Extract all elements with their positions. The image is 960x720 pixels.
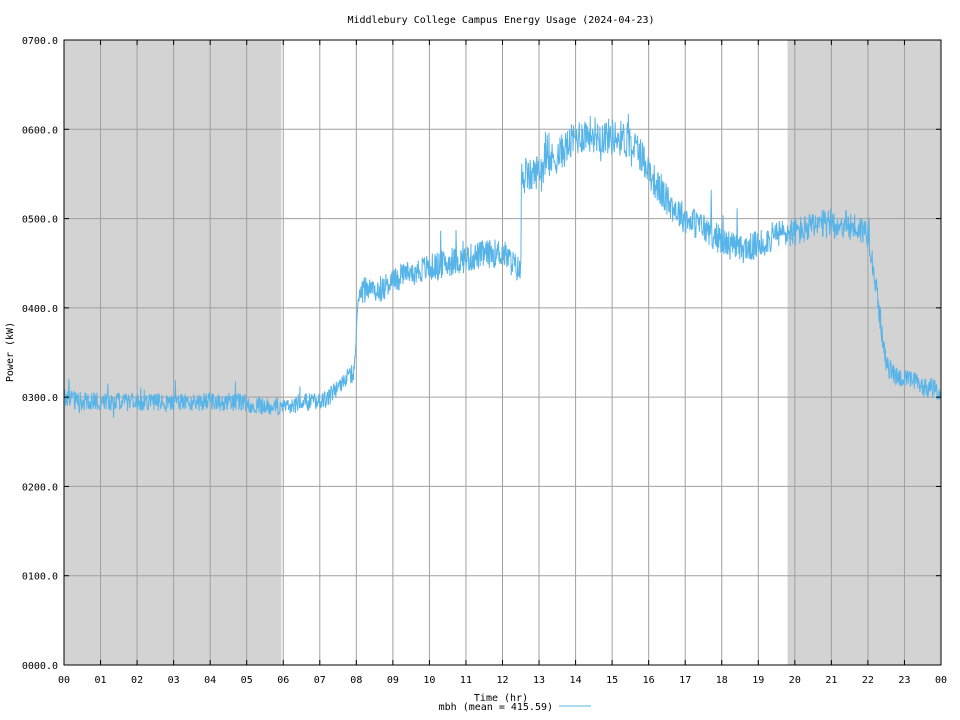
axis-ticks bbox=[63, 39, 942, 666]
x-tick-label: 00 bbox=[935, 675, 947, 686]
x-tick-label: 10 bbox=[423, 675, 435, 686]
x-tick-label: 21 bbox=[825, 675, 837, 686]
x-tick-labels: 00 01 02 03 04 05 06 07 08 09 10 11 12 13 14 15 16 17 18 19… bbox=[58, 675, 947, 686]
y-tick-label: 0500.0 bbox=[22, 215, 58, 226]
x-tick-label: 15 bbox=[606, 675, 618, 686]
x-tick-label: 01 bbox=[95, 675, 107, 686]
x-tick-label: 16 bbox=[643, 675, 655, 686]
x-tick-label: 04 bbox=[204, 675, 216, 686]
y-tick-label: 0200.0 bbox=[22, 482, 58, 493]
x-axis-label: Time (hr) bbox=[474, 693, 528, 704]
x-tick-label: 12 bbox=[496, 675, 508, 686]
x-tick-label: 17 bbox=[679, 675, 691, 686]
x-tick-label: 23 bbox=[898, 675, 910, 686]
x-tick-label: 02 bbox=[131, 675, 143, 686]
x-tick-label: 19 bbox=[752, 675, 764, 686]
x-tick-label: 14 bbox=[570, 675, 582, 686]
y-tick-label: 0300.0 bbox=[22, 393, 58, 404]
x-tick-label: 05 bbox=[241, 675, 253, 686]
grid-lines bbox=[64, 40, 941, 665]
x-tick-label: 22 bbox=[862, 675, 874, 686]
y-tick-label: 0600.0 bbox=[22, 125, 58, 136]
legend-label: mbh (mean = 415.59) bbox=[439, 702, 553, 713]
series-line-mbh bbox=[63, 113, 942, 418]
legend: mbh (mean = 415.59) bbox=[439, 702, 591, 713]
y-tick-label: 0000.0 bbox=[22, 661, 58, 672]
x-tick-label: 00 bbox=[58, 675, 70, 686]
y-tick-label: 0700.0 bbox=[22, 36, 58, 47]
y-tick-label: 0100.0 bbox=[22, 572, 58, 583]
shaded-period-1 bbox=[787, 40, 941, 665]
series-layer bbox=[63, 113, 942, 418]
x-tick-label: 18 bbox=[716, 675, 728, 686]
x-tick-label: 03 bbox=[168, 675, 180, 686]
x-tick-label: 13 bbox=[533, 675, 545, 686]
y-axis-label: Power (kW) bbox=[5, 322, 16, 382]
shaded-period-0 bbox=[64, 40, 282, 665]
x-tick-label: 07 bbox=[314, 675, 326, 686]
x-tick-label: 08 bbox=[350, 675, 362, 686]
y-tick-labels: 0000.0 0100.0 0200.0 0300.0 0400.0 0500.0 0600… bbox=[22, 36, 58, 672]
x-tick-label: 11 bbox=[460, 675, 472, 686]
y-tick-label: 0400.0 bbox=[22, 304, 58, 315]
chart-title: Middlebury College Campus Energy Usage (… bbox=[347, 15, 654, 26]
x-tick-label: 20 bbox=[789, 675, 801, 686]
x-tick-label: 06 bbox=[277, 675, 289, 686]
x-tick-label: 09 bbox=[387, 675, 399, 686]
